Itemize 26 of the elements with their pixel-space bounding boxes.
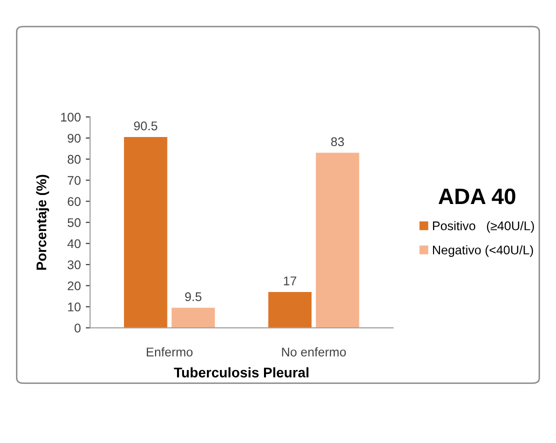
y-tick-label: 70 [68, 176, 81, 185]
data-label: 17 [284, 276, 296, 286]
y-tick-label: 50 [68, 218, 81, 228]
y-tick-label: 60 [68, 197, 81, 206]
x-axis-title: Tuberculosis Pleural [174, 367, 308, 378]
y-axis-title: Porcentaje (%) [36, 174, 50, 270]
bar [172, 308, 215, 328]
bar [316, 152, 360, 328]
y-tick-label: 30 [68, 260, 81, 270]
data-label: 90.5 [134, 121, 158, 130]
y-tick-label: 90 [68, 134, 81, 143]
y-tick-label: 40 [67, 239, 81, 248]
x-tick-label: No enfermo [282, 347, 346, 356]
y-tick-label: 100 [61, 112, 81, 122]
x-tick-label: Enfermo [146, 347, 193, 356]
y-tick-label: 20 [68, 281, 81, 290]
bar [124, 136, 168, 328]
legend-title: ADA 40 [438, 188, 516, 204]
bar [268, 292, 312, 328]
data-label: 83 [331, 137, 344, 146]
y-tick-label: 80 [68, 154, 81, 164]
legend-label: Negativo (<40U/L) [433, 245, 534, 257]
legend-label: Positivo (≥40U/L) [433, 221, 534, 233]
y-tick-label: 0 [74, 324, 81, 332]
data-label: 9.5 [185, 292, 202, 302]
y-tick-label: 10 [68, 302, 81, 312]
